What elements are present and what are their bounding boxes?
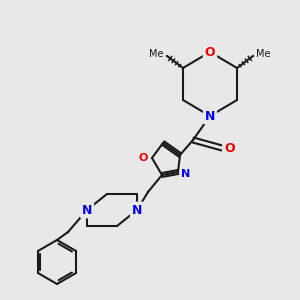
Text: N: N: [205, 110, 215, 122]
Text: N: N: [82, 203, 92, 217]
Text: Me: Me: [256, 49, 271, 59]
Text: Me: Me: [149, 49, 164, 59]
Text: O: O: [205, 46, 215, 59]
Text: N: N: [181, 169, 190, 179]
Text: O: O: [224, 142, 235, 154]
Text: O: O: [139, 153, 148, 163]
Text: N: N: [132, 203, 142, 217]
